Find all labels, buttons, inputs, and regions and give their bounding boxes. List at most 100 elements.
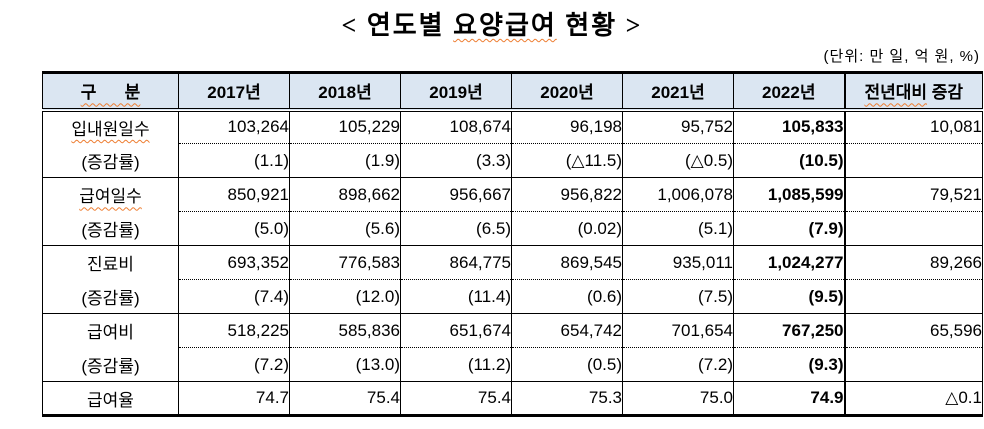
cell-value: 869,545	[511, 245, 623, 280]
header-row: 구 분 2017년 2018년 2019년 2020년 2021년 2022년 전년대비 증감	[42, 72, 983, 112]
cell-value: (△11.5)	[511, 143, 623, 178]
table-row: (증감률) (7.4) (12.0) (11.4) (0.6) (7.5) (9.5)	[42, 279, 983, 314]
cell-value: 776,583	[289, 245, 401, 280]
table-row: (증감률) (7.2) (13.0) (11.2) (0.5) (7.2) (9.3)	[42, 347, 983, 382]
cell-value: (5.0)	[178, 211, 290, 246]
title-prefix: < 연도별	[341, 11, 454, 40]
cell-value: (11.2)	[400, 347, 512, 382]
cell-value: 74.9	[733, 381, 845, 416]
cell-value: (7.4)	[178, 279, 290, 314]
title-suffix: 현황 >	[556, 11, 643, 40]
row-label: (증감률)	[42, 211, 179, 246]
cell-value: 105,229	[289, 109, 401, 144]
cell-value: 767,250	[733, 313, 845, 348]
row-label-text: 입내원일수	[71, 120, 150, 139]
cell-value: (6.5)	[400, 211, 512, 246]
cell-value: (7.2)	[622, 347, 734, 382]
header-year-2021년: 2021년	[622, 72, 734, 112]
table-row: (증감률) (1.1) (1.9) (3.3) (△11.5) (△0.5) (10.5)	[42, 143, 983, 178]
cell-value: (5.6)	[289, 211, 401, 246]
header-year-2018년: 2018년	[289, 72, 401, 112]
cell-value: (12.0)	[289, 279, 401, 314]
cell-value: 956,667	[400, 177, 512, 212]
cell-value: 693,352	[178, 245, 290, 280]
cell-value: 10,081	[843, 109, 983, 144]
cell-value: (0.02)	[511, 211, 623, 246]
header-year-2020년: 2020년	[511, 72, 623, 112]
table-row: 급여비 518,225 585,836 651,674 654,742 701,654 76…	[43, 313, 983, 348]
row-label: 입내원일수	[43, 110, 179, 144]
cell-value: 864,775	[400, 245, 512, 280]
row-label: 급여율	[87, 390, 134, 410]
cell-value: (5.1)	[622, 211, 734, 246]
row-label: (증감률)	[42, 279, 179, 314]
row-label-text: 급여일수	[79, 187, 142, 207]
cell-value	[843, 347, 983, 382]
cell-value: 108,674	[400, 109, 512, 144]
header-year-2022년: 2022년	[733, 72, 845, 112]
row-label: 급여비	[87, 323, 134, 343]
unit-note: (단위: 만 일, 억 원, %)	[823, 48, 980, 65]
header-change-marked: 전년대비	[864, 83, 928, 103]
cell-value: 518,225	[178, 313, 290, 348]
cell-value: 75.4	[289, 381, 401, 416]
cell-value: 1,024,277	[733, 245, 845, 280]
cell-value: 651,674	[400, 313, 512, 348]
row-label: (증감률)	[42, 143, 179, 178]
header-change: 전년대비 증감	[843, 72, 983, 112]
cell-value: 956,822	[511, 177, 623, 212]
cell-value: (13.0)	[289, 347, 401, 382]
cell-value: (3.3)	[400, 143, 512, 178]
row-label: (증감률)	[42, 347, 179, 382]
cell-value: 654,742	[511, 313, 623, 348]
header-change-rest: 증감	[931, 83, 964, 103]
cell-value: 95,752	[622, 109, 734, 144]
table-row: 급여일수 850,921 898,662 956,667 956,822 1,006,07…	[43, 177, 983, 212]
cell-value: (10.5)	[733, 143, 845, 178]
cell-value: 105,833	[733, 109, 845, 144]
cell-value: 75.0	[622, 381, 734, 416]
cell-value: 89,266	[843, 245, 983, 280]
cell-value: (0.5)	[511, 347, 623, 382]
cell-value: 75.4	[400, 381, 512, 416]
cell-value: 74.7	[178, 381, 290, 416]
cell-value	[843, 279, 983, 314]
cell-value: (11.4)	[400, 279, 512, 314]
cell-value: (9.3)	[733, 347, 845, 382]
cell-value: 65,596	[843, 313, 983, 348]
header-category-label: 구 분	[80, 83, 141, 103]
cell-value: (1.9)	[289, 143, 401, 178]
cell-value: 1,085,599	[733, 177, 845, 212]
cell-value: 935,011	[622, 245, 734, 280]
title-marked-text: 요양급여	[453, 11, 557, 40]
table-row: 진료비 693,352 776,583 864,775 869,545 935,011 1,…	[43, 245, 983, 280]
page-title: < 연도별 요양급여 현황 >	[0, 0, 984, 42]
cell-value: 701,654	[622, 313, 734, 348]
cell-value: (0.6)	[511, 279, 623, 314]
cell-value: (7.2)	[178, 347, 290, 382]
cell-value: 96,198	[511, 109, 623, 144]
header-year-2019년: 2019년	[400, 72, 512, 112]
cell-value	[843, 143, 983, 178]
cell-value: 103,264	[178, 109, 290, 144]
cell-value: 585,836	[289, 313, 401, 348]
table-row: 급여율 74.7 75.4 75.4 75.3 75.0 74.9 △0.1	[43, 381, 983, 416]
cell-value: 850,921	[178, 177, 290, 212]
cell-value	[843, 211, 983, 246]
table-row: (증감률) (5.0) (5.6) (6.5) (0.02) (5.1) (7.9)	[42, 211, 983, 246]
cell-value: 79,521	[843, 177, 983, 212]
cell-value: (7.5)	[622, 279, 734, 314]
benefits-table: 구 분 2017년 2018년 2019년 2020년 2021년 2022년 전년대비 증감…	[42, 71, 983, 417]
cell-value: △0.1	[843, 381, 983, 416]
row-label: 급여일수	[43, 178, 179, 212]
header-category: 구 분	[42, 72, 179, 112]
cell-value: (1.1)	[178, 143, 290, 178]
cell-value: 898,662	[289, 177, 401, 212]
table-row: 입내원일수 103,264 105,229 108,674 96,198 95,752 10…	[43, 109, 983, 144]
cell-value: (7.9)	[733, 211, 845, 246]
cell-value: 75.3	[511, 381, 623, 416]
cell-value: (9.5)	[733, 279, 845, 314]
row-label: 진료비	[87, 255, 134, 275]
cell-value: 1,006,078	[622, 177, 734, 212]
